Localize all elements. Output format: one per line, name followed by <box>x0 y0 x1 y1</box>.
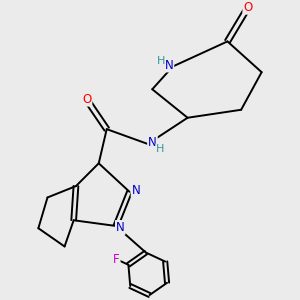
Text: H: H <box>157 56 165 66</box>
Text: H: H <box>156 144 165 154</box>
Text: N: N <box>132 184 140 197</box>
Text: F: F <box>113 253 120 266</box>
Text: N: N <box>165 58 173 71</box>
Text: O: O <box>243 1 253 14</box>
Text: N: N <box>148 136 157 149</box>
Text: N: N <box>116 221 124 234</box>
Text: O: O <box>82 93 92 106</box>
